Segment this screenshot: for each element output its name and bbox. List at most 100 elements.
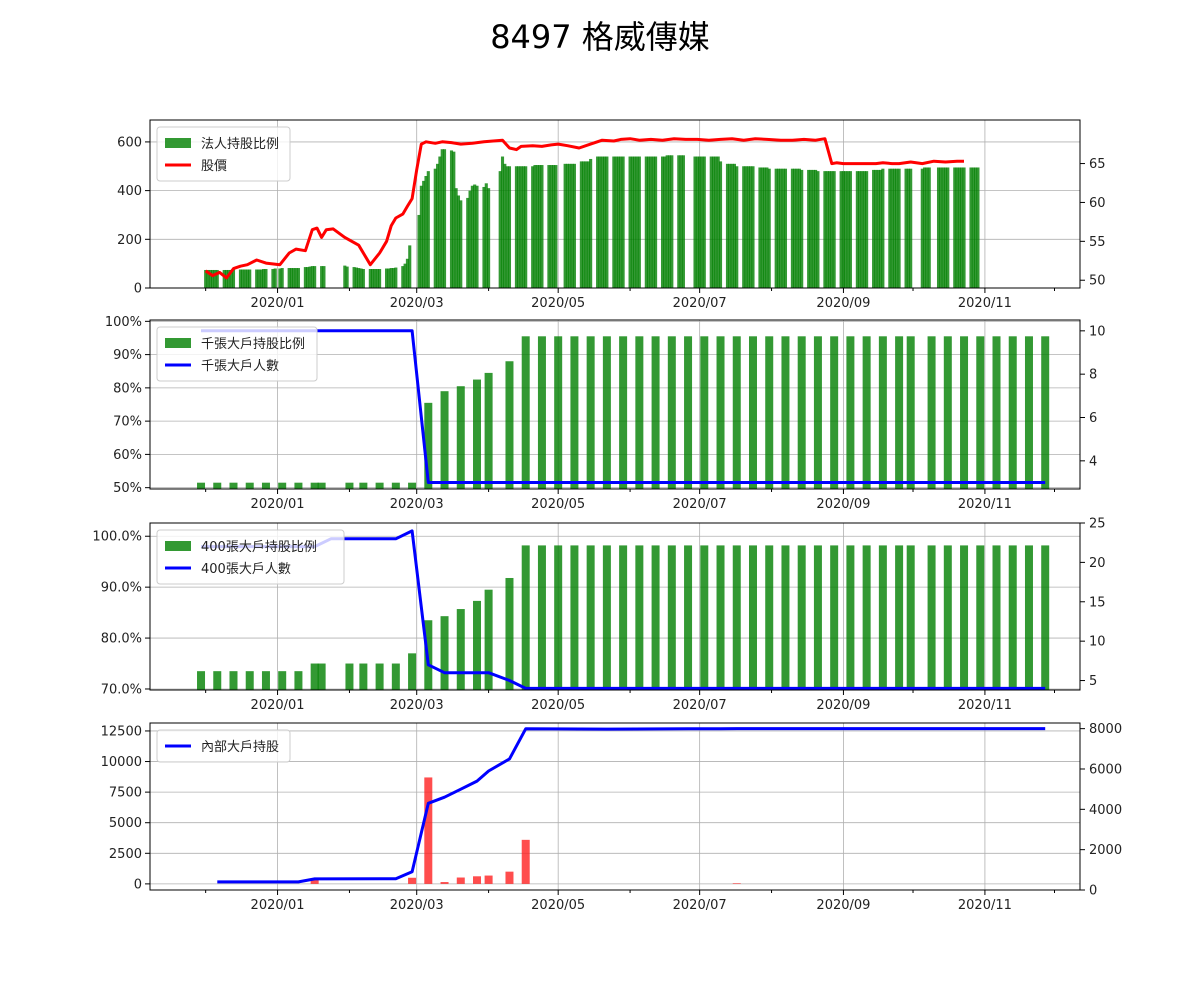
bar [517,166,521,288]
bar [352,267,356,288]
bar [385,268,389,288]
bar [466,197,470,288]
bar [904,168,908,288]
y2-tick-label: 65 [1089,157,1106,172]
bar [630,156,634,288]
y-axis-left: 0 200 400 600 [117,135,150,297]
bar [303,267,307,288]
bar [774,168,778,288]
bar [665,155,669,288]
bar [259,269,263,288]
bar [484,875,493,884]
y2-tick-label: 10 [1089,324,1106,339]
bar [484,589,493,690]
bar [976,545,985,690]
bar [568,163,572,288]
legend-label: 400張大戶持股比例 [201,540,317,555]
bar [554,336,563,489]
legend-swatch-bar [165,138,191,148]
y2-tick-label: 4 [1089,454,1097,469]
bar [468,190,472,288]
bar [222,269,226,288]
bar [389,268,393,288]
y2-tick-label: 15 [1089,595,1106,610]
bar [391,268,396,288]
bar [521,336,530,489]
bar [320,266,324,288]
bar [943,545,952,690]
bar [969,167,973,288]
y2-tick-label: 5 [1089,674,1097,689]
bar [823,171,827,288]
bar [554,545,563,690]
y2-tick-label: 8000 [1089,722,1122,737]
bar [830,336,839,489]
y-axis-left: 70.0% 80.0% 90.0% 100.0% [92,530,150,697]
bar [417,214,421,288]
bar [748,545,757,690]
bar [725,163,730,288]
bar [424,176,428,288]
bar [387,268,391,288]
chart-panel-2: 2020/01 2020/03 2020/05 2020/07 2020/09 2020/… [105,315,1106,512]
y2-tick-label: 0 [1089,884,1097,899]
bar [654,156,658,288]
bar [452,151,456,288]
bar [635,336,644,489]
bar [906,545,915,690]
x-tick-label: 2020/09 [816,698,870,713]
bar [345,482,354,489]
bar [238,269,242,288]
bar [359,663,368,690]
bar [473,184,477,288]
y-tick-label: 90% [113,348,142,363]
bar [375,269,379,288]
y-axis-right: 5 10 15 20 25 [1080,517,1106,689]
x-tick-label: 2020/03 [390,497,444,512]
bar [827,171,832,288]
bar [702,156,706,288]
bar [408,245,412,288]
bar [359,482,368,489]
bar [846,171,850,288]
bar [211,269,215,288]
bar [635,156,639,288]
x-tick-label: 2020/03 [390,296,444,311]
bar [459,200,463,288]
legend-label: 法人持股比例 [201,137,279,152]
bar [635,545,644,690]
bar [667,336,676,489]
bar [600,156,604,288]
bar [943,167,948,288]
bar [322,266,326,288]
bar [605,156,609,288]
x-tick-label: 2020/11 [958,698,1012,713]
bar [667,155,672,288]
bar [436,163,440,288]
bar [262,269,266,288]
bar [419,185,423,288]
bar [862,171,866,288]
bar [976,336,985,489]
bar [895,168,899,288]
bar [684,336,693,489]
bar [936,167,941,288]
bar [422,180,426,288]
bar [693,156,697,288]
bar [537,336,546,489]
legend: 內部大戶持股 [156,729,291,763]
bar [524,166,528,288]
bar [484,183,488,288]
bar [846,545,855,690]
bar [271,269,275,288]
y-tick-label: 60% [113,448,142,463]
bar [865,171,869,288]
y-tick-label: 200 [117,233,142,248]
bar [813,545,822,690]
bar [781,336,790,489]
bar [482,186,486,288]
legend-box [156,729,291,763]
bar [292,268,296,288]
x-tick-label: 2020/11 [958,296,1012,311]
bar [748,336,757,489]
